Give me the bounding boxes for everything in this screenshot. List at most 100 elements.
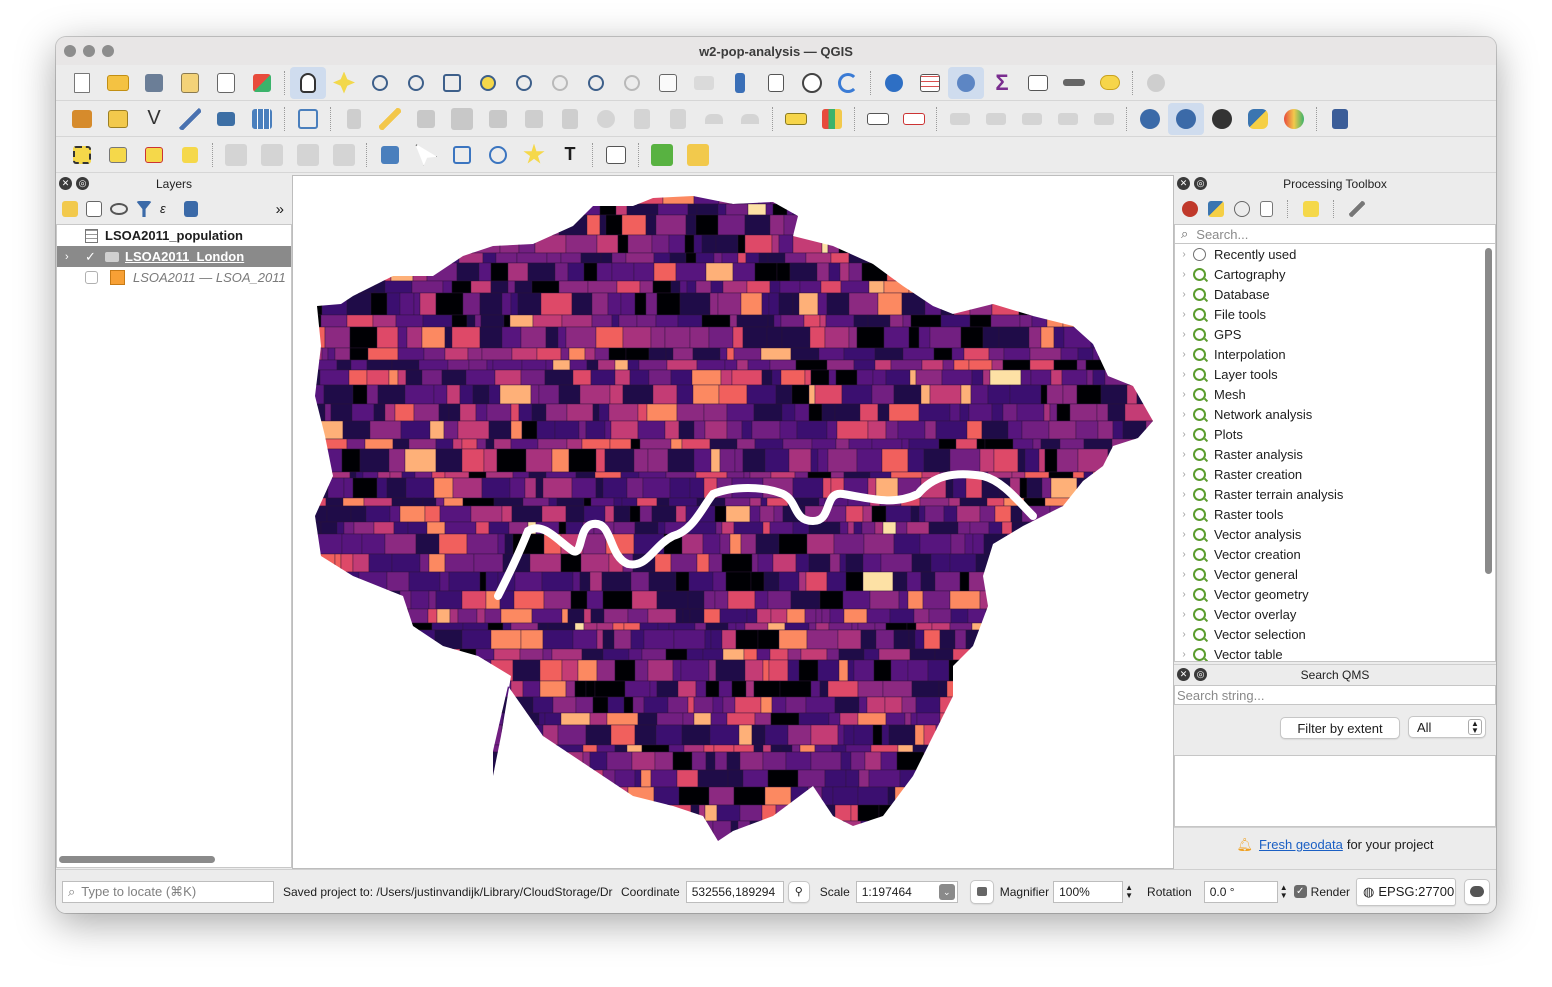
- virtual-layer-button[interactable]: [290, 103, 326, 135]
- save-as-button[interactable]: [172, 67, 208, 99]
- chevron-right-icon[interactable]: ›: [1182, 388, 1186, 400]
- show-hide-labels-button[interactable]: [978, 103, 1014, 135]
- horizontal-scrollbar[interactable]: [59, 856, 215, 863]
- zoom-layer-button[interactable]: [506, 67, 542, 99]
- magnifier-field[interactable]: 100%: [1053, 880, 1124, 903]
- advanced-digitize-button[interactable]: [218, 139, 254, 171]
- magnifier-stepper-icon[interactable]: ▲ ▼: [1125, 882, 1134, 900]
- toolbox-group-item[interactable]: › Vector geometry: [1175, 584, 1495, 604]
- chevron-right-icon[interactable]: ›: [1182, 308, 1186, 320]
- chevron-right-icon[interactable]: ›: [1182, 268, 1186, 280]
- select-by-value-button[interactable]: [100, 139, 136, 171]
- chevron-right-icon[interactable]: ›: [1182, 528, 1186, 540]
- annotation-button[interactable]: [1092, 67, 1128, 99]
- close-window-button[interactable]: [64, 45, 76, 57]
- add-group-icon[interactable]: [86, 201, 102, 217]
- open-field-calculator-button[interactable]: [1020, 67, 1056, 99]
- change-label-button[interactable]: [1050, 103, 1086, 135]
- select-features-button[interactable]: [64, 139, 100, 171]
- layer-item[interactable]: LSOA2011_population: [57, 225, 291, 246]
- chevron-right-icon[interactable]: ›: [1182, 428, 1186, 440]
- chevron-right-icon[interactable]: ›: [1182, 508, 1186, 520]
- layer-labeling-button[interactable]: [778, 103, 814, 135]
- toggle-extents-button[interactable]: ⚲: [787, 880, 810, 903]
- toolbox-group-item[interactable]: › Raster analysis: [1175, 444, 1495, 464]
- chevron-right-icon[interactable]: ›: [1182, 328, 1186, 340]
- save-project-button[interactable]: [136, 67, 172, 99]
- qms-filter-select[interactable]: All ▲ ▼: [1408, 716, 1486, 738]
- toggle-editing-button[interactable]: [372, 103, 408, 135]
- add-vector-layer-button[interactable]: V: [136, 103, 172, 135]
- statistics-button[interactable]: Σ: [984, 67, 1020, 99]
- filter-expression-icon[interactable]: ε: [160, 201, 166, 216]
- chevron-right-icon[interactable]: ›: [1182, 648, 1186, 660]
- expand-all-icon[interactable]: [184, 201, 198, 217]
- chevron-right-icon[interactable]: ›: [1182, 568, 1186, 580]
- lock-scale-button[interactable]: [969, 879, 994, 904]
- chevron-right-icon[interactable]: ›: [1182, 368, 1186, 380]
- chevron-right-icon[interactable]: ›: [1182, 448, 1186, 460]
- highlight-labels-button[interactable]: [896, 103, 932, 135]
- zoom-full-button[interactable]: [434, 67, 470, 99]
- map-canvas[interactable]: [292, 175, 1174, 869]
- chevron-right-icon[interactable]: ›: [1182, 608, 1186, 620]
- filter-legend-icon[interactable]: [136, 201, 152, 217]
- chevron-right-icon[interactable]: ›: [1182, 588, 1186, 600]
- pin-labels-button[interactable]: [860, 103, 896, 135]
- measure-button[interactable]: [1056, 67, 1092, 99]
- chevron-right-icon[interactable]: ›: [65, 250, 69, 263]
- plugin-settings-button[interactable]: [1138, 67, 1174, 99]
- close-panel-icon[interactable]: ✕: [1177, 668, 1190, 681]
- zoom-in-button[interactable]: [362, 67, 398, 99]
- processing-toolbox-button[interactable]: [948, 66, 984, 99]
- polygon-annotation-button[interactable]: [444, 139, 480, 171]
- new-project-button[interactable]: [64, 67, 100, 99]
- zoom-selection-button[interactable]: [470, 67, 506, 99]
- zoom-out-button[interactable]: [398, 67, 434, 99]
- layer-checkbox[interactable]: [85, 271, 98, 284]
- fresh-geodata-link[interactable]: Fresh geodata: [1258, 837, 1343, 852]
- save-edits-button[interactable]: [408, 103, 444, 135]
- chevron-right-icon[interactable]: ›: [1182, 248, 1186, 260]
- results-viewer-icon[interactable]: [1260, 201, 1273, 217]
- toolbox-group-item[interactable]: › Raster terrain analysis: [1175, 484, 1495, 504]
- paste-features-button[interactable]: [660, 103, 696, 135]
- toolbox-group-item[interactable]: › Recently used: [1175, 244, 1495, 264]
- chevron-right-icon[interactable]: ›: [1182, 348, 1186, 360]
- qms-search-input[interactable]: Search string...: [1174, 685, 1496, 705]
- toolbox-group-item[interactable]: › Raster tools: [1175, 504, 1495, 524]
- toolbox-group-item[interactable]: › GPS: [1175, 324, 1495, 344]
- 3d-map-view-button[interactable]: [686, 67, 722, 99]
- crs-button[interactable]: ◍ EPSG:27700: [1356, 877, 1457, 906]
- quick-map-services-button[interactable]: [1168, 102, 1204, 135]
- label-properties-button[interactable]: [1086, 103, 1122, 135]
- text-annotation-button[interactable]: [372, 139, 408, 171]
- open-project-button[interactable]: [100, 67, 136, 99]
- zoom-window-button[interactable]: [102, 45, 114, 57]
- options-wrench-icon[interactable]: [1349, 201, 1365, 217]
- toolbox-group-item[interactable]: › Interpolation: [1175, 344, 1495, 364]
- pan-to-selection-button[interactable]: [326, 67, 362, 99]
- toolbox-group-item[interactable]: › Mesh: [1175, 384, 1495, 404]
- rotation-field[interactable]: 0.0 °: [1203, 880, 1278, 903]
- pan-map-button[interactable]: [290, 66, 326, 99]
- delete-selected-button[interactable]: [552, 103, 588, 135]
- redo-button[interactable]: [732, 103, 768, 135]
- python-console-button[interactable]: [1240, 103, 1276, 135]
- toolbox-group-item[interactable]: › Vector table: [1175, 644, 1495, 662]
- processing-search-input[interactable]: ⌕ Search...: [1174, 224, 1496, 244]
- messages-button[interactable]: [1464, 878, 1491, 905]
- filter-by-extent-button[interactable]: Filter by extent: [1280, 717, 1400, 739]
- undo-button[interactable]: [696, 103, 732, 135]
- layer-item[interactable]: LSOA2011 — LSOA_2011: [57, 267, 291, 288]
- digitize-button[interactable]: [172, 103, 208, 135]
- chevron-right-icon[interactable]: ›: [1182, 628, 1186, 640]
- float-panel-icon[interactable]: ◎: [76, 177, 89, 190]
- add-raster-button[interactable]: [208, 103, 244, 135]
- zoom-last-button[interactable]: [578, 67, 614, 99]
- chevron-right-icon[interactable]: ›: [1182, 548, 1186, 560]
- chevron-right-icon[interactable]: ›: [1182, 488, 1186, 500]
- locator-search-input[interactable]: ⌕ Type to locate (⌘K): [62, 880, 274, 903]
- open-street-map-button[interactable]: [1204, 103, 1240, 135]
- web-services-button[interactable]: [1132, 103, 1168, 135]
